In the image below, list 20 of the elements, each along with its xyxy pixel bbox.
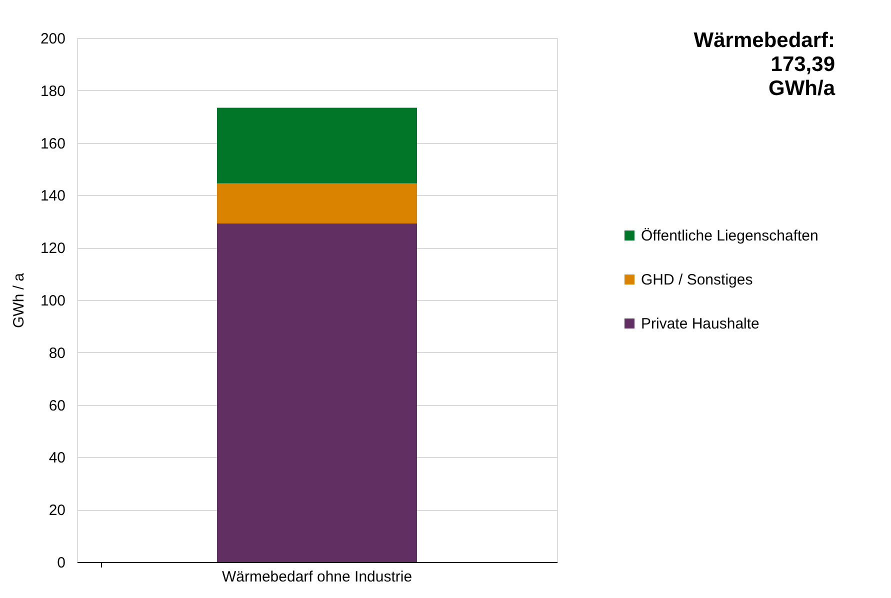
y-axis-title: GWh / a — [10, 272, 28, 328]
x-tick-label: Wärmebedarf ohne Industrie — [222, 568, 412, 586]
y-tick-label: 0 — [57, 554, 66, 572]
legend-label: Öffentliche Liegenschaften — [641, 228, 818, 244]
bar — [217, 183, 417, 224]
y-tick-label: 120 — [40, 240, 66, 258]
y-tick-label: 160 — [40, 135, 66, 152]
bar — [217, 223, 417, 562]
bar — [217, 108, 417, 184]
y-tick-label: 140 — [40, 188, 66, 205]
y-tick-label: 40 — [48, 450, 66, 467]
text: Wärmebedarf: 173,39 GWh/a — [694, 29, 836, 100]
y-tick-label: 80 — [48, 344, 66, 362]
y-tick-label: 180 — [40, 82, 66, 100]
y-tick-label: 100 — [40, 292, 66, 310]
legend-label: Private Haushalte — [641, 316, 760, 332]
y-tick-label: 20 — [48, 502, 66, 520]
y-tick-label: 60 — [48, 397, 66, 414]
legend-label: GHD / Sonstiges — [641, 272, 753, 288]
y-tick-label: 200 — [40, 30, 66, 48]
